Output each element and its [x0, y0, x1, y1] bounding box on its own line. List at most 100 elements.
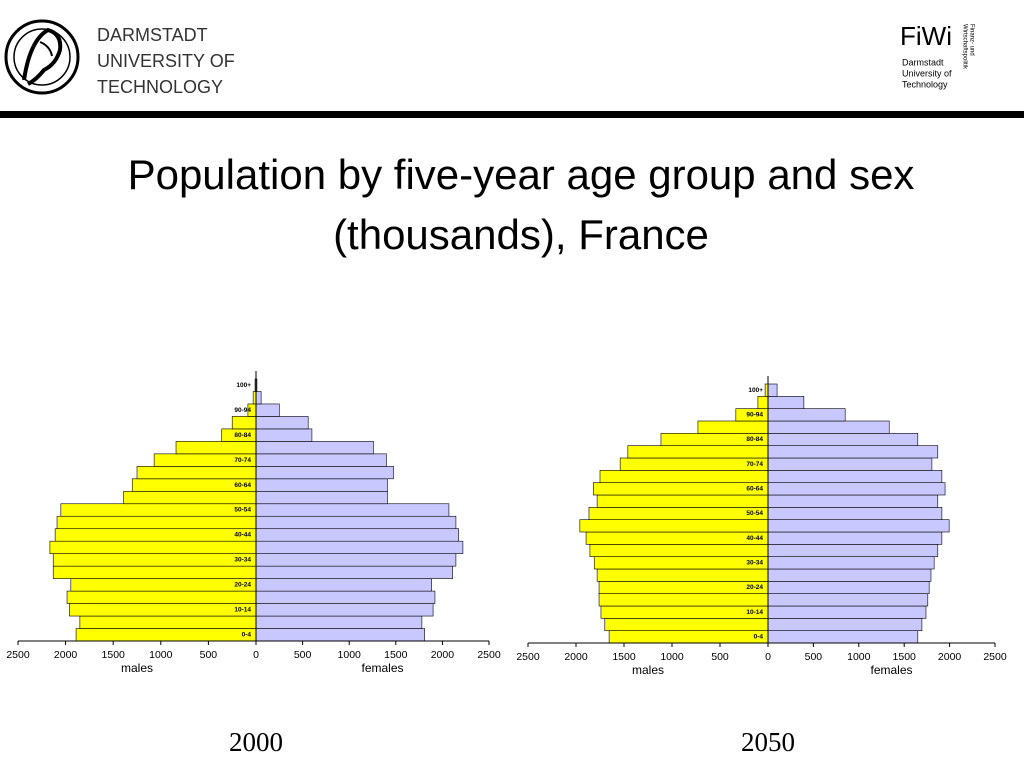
- logo-side: Finanz- und: [968, 24, 974, 56]
- chart-title: 2050: [741, 727, 795, 757]
- category-label: 20-24: [746, 584, 763, 591]
- chart-title: 2000: [229, 727, 283, 757]
- x-tick-label: 500: [200, 649, 218, 661]
- category-label: 90-94: [234, 407, 251, 414]
- bar: [604, 618, 769, 631]
- bar: [52, 553, 257, 567]
- bar: [767, 494, 939, 508]
- bar: [66, 590, 257, 604]
- bar: [70, 578, 257, 592]
- bar: [255, 490, 388, 505]
- bar: [598, 593, 769, 607]
- bar: [255, 416, 309, 430]
- bar: [767, 383, 778, 397]
- x-tick-label: 2500: [6, 649, 30, 661]
- bar: [52, 565, 257, 579]
- bar: [255, 603, 434, 617]
- bar: [255, 565, 453, 579]
- university-name: DARMSTADT: [97, 25, 208, 45]
- slide-title: (thousands), France: [333, 211, 709, 258]
- bar: [767, 445, 939, 459]
- bar: [767, 618, 923, 631]
- bar: [767, 581, 930, 594]
- x-tick-label: 0: [765, 651, 771, 663]
- x-tick-label: 0: [253, 649, 259, 661]
- x-tick-label: 1500: [893, 651, 917, 663]
- x-tick-label: 2000: [431, 649, 455, 661]
- university-name: UNIVERSITY OF: [97, 51, 235, 71]
- x-tick-label: 500: [711, 651, 729, 663]
- x-tick-label: 2500: [477, 649, 501, 661]
- axis-label: females: [870, 663, 912, 677]
- x-tick-label: 1500: [612, 651, 636, 663]
- bar: [255, 466, 394, 480]
- category-label: 100+: [236, 382, 251, 389]
- slide-title: Population by five-year age group and se…: [128, 151, 915, 198]
- category-label: 0-4: [242, 631, 252, 638]
- bar: [79, 615, 257, 629]
- category-label: 10-14: [234, 607, 251, 614]
- bar: [767, 630, 919, 644]
- category-label: 60-64: [234, 482, 251, 489]
- logo-sub: University of: [902, 68, 952, 78]
- x-tick-label: 500: [294, 649, 312, 661]
- bar: [231, 416, 257, 430]
- bar: [255, 528, 460, 542]
- category-label: 50-54: [234, 507, 251, 514]
- bar: [767, 544, 939, 557]
- x-tick-label: 1000: [149, 649, 173, 661]
- bar: [49, 540, 257, 554]
- category-label: 60-64: [746, 486, 763, 493]
- bar: [255, 590, 436, 604]
- category-label: 40-44: [746, 535, 763, 542]
- bar: [767, 556, 935, 570]
- bar: [598, 581, 769, 594]
- bar: [767, 408, 846, 422]
- bar: [767, 396, 805, 409]
- bar: [255, 540, 464, 554]
- bar: [608, 630, 769, 644]
- category-label: 30-34: [746, 560, 763, 567]
- x-tick-label: 2500: [983, 651, 1007, 663]
- bar: [255, 615, 423, 629]
- bar: [255, 428, 313, 442]
- bar: [627, 445, 769, 459]
- axis-label: males: [632, 663, 664, 677]
- bar: [255, 478, 388, 492]
- category-label: 10-14: [746, 609, 763, 616]
- category-label: 70-74: [746, 461, 763, 468]
- bar: [767, 568, 932, 582]
- logo-sub: Technology: [902, 79, 948, 89]
- bar: [596, 568, 769, 582]
- bar: [767, 420, 890, 434]
- bar: [255, 391, 262, 405]
- x-tick-label: 2000: [54, 649, 78, 661]
- category-label: 0-4: [754, 634, 764, 641]
- bar: [593, 556, 769, 570]
- bar: [585, 531, 769, 545]
- x-tick-label: 1500: [102, 649, 126, 661]
- logo-text: FiWi: [900, 21, 952, 51]
- bar: [255, 578, 432, 592]
- logo-side: Wirtschaftspolitik: [961, 24, 967, 70]
- x-tick-label: 1000: [660, 651, 684, 663]
- bar: [255, 403, 280, 417]
- category-label: 40-44: [234, 532, 251, 539]
- bar: [767, 605, 927, 619]
- bar: [767, 457, 933, 471]
- category-label: 50-54: [746, 510, 763, 517]
- bar: [255, 628, 425, 642]
- bar: [767, 593, 929, 607]
- axis-label: females: [361, 661, 403, 675]
- category-label: 80-84: [746, 436, 763, 443]
- bar: [255, 515, 457, 530]
- bar: [123, 490, 257, 505]
- bar: [255, 453, 387, 467]
- bar: [75, 628, 257, 642]
- bar: [697, 420, 769, 434]
- bar: [767, 507, 943, 520]
- bar: [589, 544, 769, 557]
- bar: [136, 466, 257, 480]
- bar: [599, 470, 769, 483]
